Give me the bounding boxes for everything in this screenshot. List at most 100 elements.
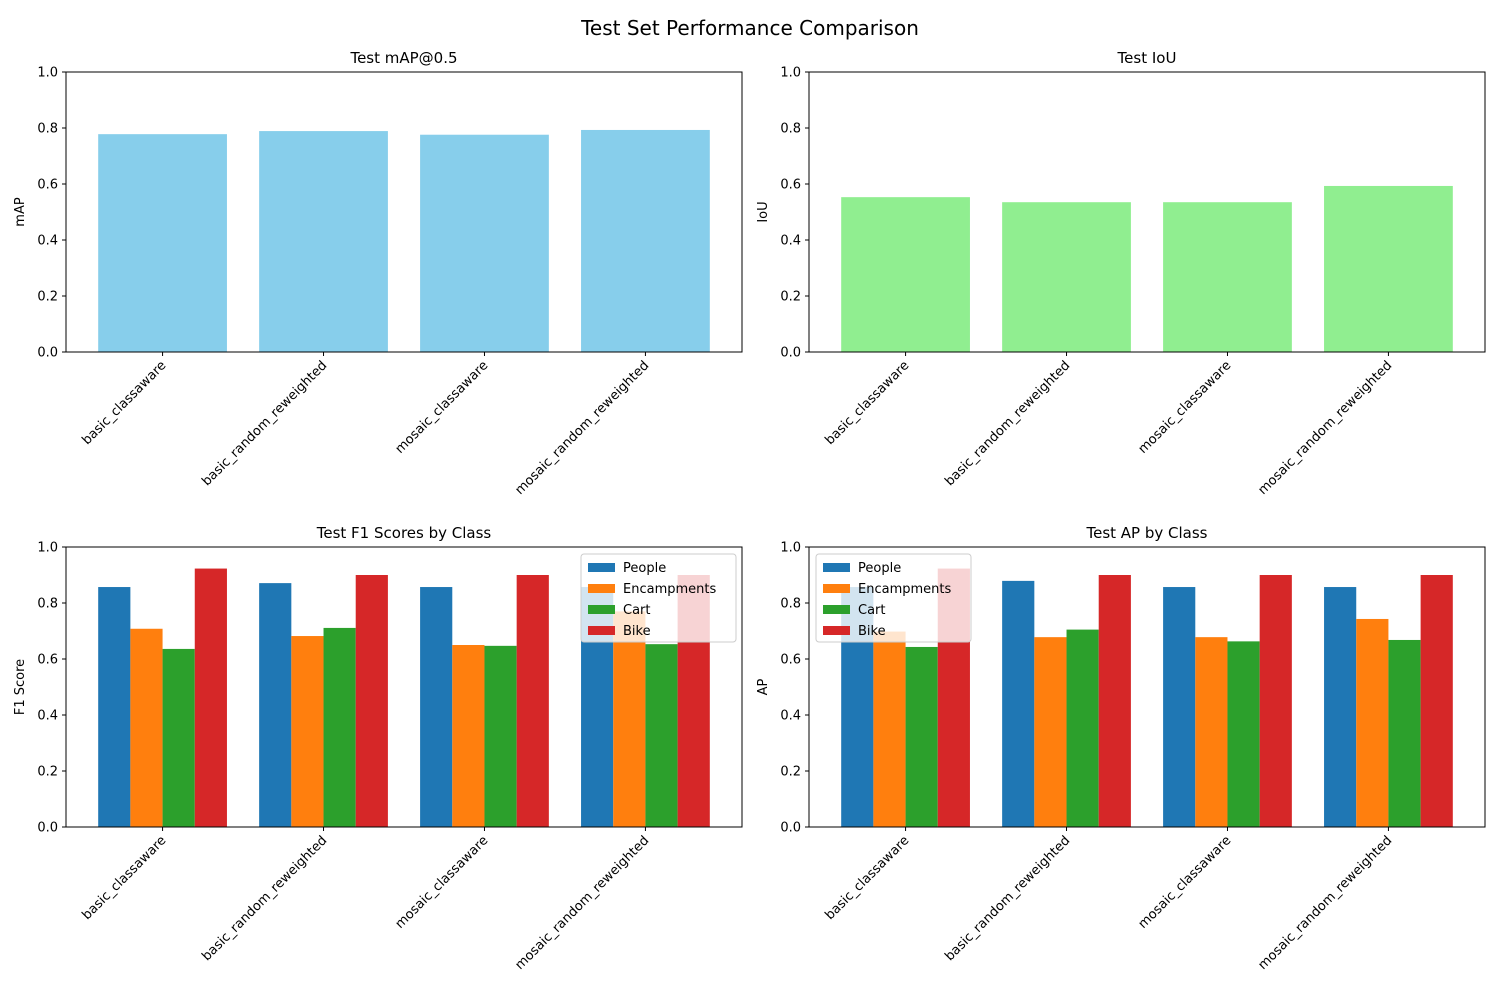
chart-3-ytick-label: 0.2 <box>780 765 801 780</box>
chart-3-bar-cart-1 <box>1066 629 1099 827</box>
chart-3-bar-cart-0 <box>905 646 938 827</box>
chart-0-ylabel: mAP <box>13 197 28 227</box>
chart-2-bar-encampments-3 <box>613 611 646 827</box>
chart-0-bar-3 <box>581 129 710 352</box>
chart-2-bar-encampments-2 <box>452 645 485 827</box>
chart-1-bar-0 <box>841 197 970 352</box>
subplot-iou: 0.0 0.2 0.4 0.6 0.8 1.0 basic_classaware basic_… <box>756 49 1486 498</box>
chart-2-legend-label-encampments: Encampments <box>623 582 716 597</box>
chart-2-xtick-label: basic_classaware <box>79 833 169 923</box>
subplot-ap-by-class: 0.0 0.2 0.4 0.6 0.8 1.0 basic_classaware basic_… <box>756 524 1486 973</box>
chart-1-bar-2 <box>1163 202 1292 352</box>
chart-0-ytick-label: 0.4 <box>37 234 58 249</box>
chart-1-ytick-label: 0.6 <box>780 178 801 193</box>
chart-2-ytick-label: 0.4 <box>37 709 58 724</box>
chart-2-ytick-label: 0.8 <box>37 597 58 612</box>
chart-2-ytick-label: 1.0 <box>37 541 58 556</box>
chart-0-ytick-label: 0.8 <box>37 122 58 137</box>
chart-2-bar-people-0 <box>98 587 131 827</box>
chart-3-bar-cart-3 <box>1388 639 1421 827</box>
chart-0-xtick-label: mosaic_classaware <box>393 358 492 457</box>
chart-1-ytick-label: 0.0 <box>780 346 801 361</box>
chart-2-xtick-label: mosaic_random_reweighted <box>512 833 652 973</box>
chart-3-bar-bike-3 <box>1420 575 1453 827</box>
chart-3-ytick-label: 1.0 <box>780 541 801 556</box>
chart-2-ytick-label: 0.6 <box>37 653 58 668</box>
chart-3-bar-encampments-3 <box>1356 618 1389 827</box>
chart-0-bar-0 <box>98 134 227 352</box>
chart-3-bar-cart-2 <box>1227 641 1260 827</box>
chart-1-title: Test IoU <box>1117 49 1177 67</box>
chart-1-bar-3 <box>1324 185 1453 352</box>
chart-1-axes-frame <box>808 71 1486 353</box>
chart-1-ylabel: IoU <box>756 201 771 222</box>
chart-3-xtick-label: basic_random_reweighted <box>942 833 1073 964</box>
chart-0-ytick-label: 1.0 <box>37 66 58 81</box>
chart-1-ytick-label: 0.2 <box>780 290 801 305</box>
chart-3-bar-encampments-2 <box>1195 637 1228 827</box>
chart-2-bar-people-2 <box>420 587 453 827</box>
chart-3-legend-swatch-encampments <box>823 584 850 593</box>
chart-1-xtick-label: basic_random_reweighted <box>942 358 1073 489</box>
chart-3-bar-people-2 <box>1163 587 1196 827</box>
chart-2-legend-label-cart: Cart <box>623 603 651 618</box>
chart-3-legend-frame <box>815 553 972 643</box>
chart-2-legend-swatch-bike <box>588 626 615 635</box>
chart-2-bar-people-1 <box>259 583 292 827</box>
chart-1-xtick-label: mosaic_classaware <box>1136 358 1235 457</box>
chart-0-title: Test mAP@0.5 <box>349 49 457 67</box>
chart-3-xtick-label: basic_classaware <box>822 833 912 923</box>
chart-2-bar-bike-2 <box>516 575 549 827</box>
chart-3-bar-bike-1 <box>1098 575 1131 827</box>
chart-2-bar-cart-1 <box>323 627 356 827</box>
chart-2-legend-frame <box>580 553 737 643</box>
chart-0-xtick-label: basic_classaware <box>79 358 169 448</box>
chart-3-bar-encampments-0 <box>873 631 906 827</box>
chart-2-legend: People Encampments Cart Bike <box>580 553 737 643</box>
chart-3-xtick-label: mosaic_random_reweighted <box>1255 833 1395 973</box>
chart-2-bar-cart-0 <box>162 648 195 827</box>
chart-2-legend-swatch-cart <box>588 605 615 614</box>
chart-2-legend-swatch-people <box>588 563 615 572</box>
chart-3-ytick-label: 0.4 <box>780 709 801 724</box>
chart-0-bar-2 <box>420 134 549 352</box>
chart-1-xtick-label: mosaic_random_reweighted <box>1255 358 1395 498</box>
chart-0-bar-1 <box>259 131 388 352</box>
chart-3-legend-swatch-cart <box>823 605 850 614</box>
chart-1-ytick-label: 0.8 <box>780 122 801 137</box>
chart-3-bar-people-3 <box>1324 587 1357 827</box>
chart-2-bar-bike-1 <box>355 575 388 827</box>
chart-1-xtick-label: basic_classaware <box>822 358 912 448</box>
chart-2-bar-cart-3 <box>645 644 678 827</box>
chart-3-legend-label-people: People <box>858 561 901 576</box>
chart-3-ytick-label: 0.6 <box>780 653 801 668</box>
chart-1-bar-1 <box>1002 202 1131 352</box>
chart-0-xtick-label: basic_random_reweighted <box>199 358 330 489</box>
subplot-f1-by-class: 0.0 0.2 0.4 0.6 0.8 1.0 basic_classaware basic_… <box>13 524 743 973</box>
chart-3-legend-swatch-bike <box>823 626 850 635</box>
chart-2-ytick-label: 0.0 <box>37 821 58 836</box>
chart-2-legend-swatch-encampments <box>588 584 615 593</box>
chart-3-legend-label-bike: Bike <box>858 624 886 639</box>
chart-2-xtick-label: mosaic_classaware <box>393 833 492 932</box>
chart-0-ytick-label: 0.0 <box>37 346 58 361</box>
chart-1-ytick-label: 0.4 <box>780 234 801 249</box>
chart-3-legend-label-cart: Cart <box>858 603 886 618</box>
chart-3-bar-bike-2 <box>1259 575 1292 827</box>
chart-2-axes-frame <box>65 546 743 828</box>
chart-3-axes-frame <box>808 546 1486 828</box>
chart-0-axes-frame <box>65 71 743 353</box>
chart-3-ytick-label: 0.8 <box>780 597 801 612</box>
chart-0-ytick-label: 0.2 <box>37 290 58 305</box>
chart-3-ylabel: AP <box>756 678 771 695</box>
chart-2-legend-label-bike: Bike <box>623 624 651 639</box>
chart-2-bar-cart-2 <box>484 645 517 827</box>
chart-2-ylabel: F1 Score <box>13 659 28 715</box>
chart-3-title: Test AP by Class <box>1085 524 1207 542</box>
chart-0-ytick-label: 0.6 <box>37 178 58 193</box>
chart-3-bar-encampments-1 <box>1034 637 1067 827</box>
figure-title: Test Set Performance Comparison <box>580 16 919 40</box>
chart-2-xtick-label: basic_random_reweighted <box>199 833 330 964</box>
chart-3-bar-people-1 <box>1002 580 1035 827</box>
